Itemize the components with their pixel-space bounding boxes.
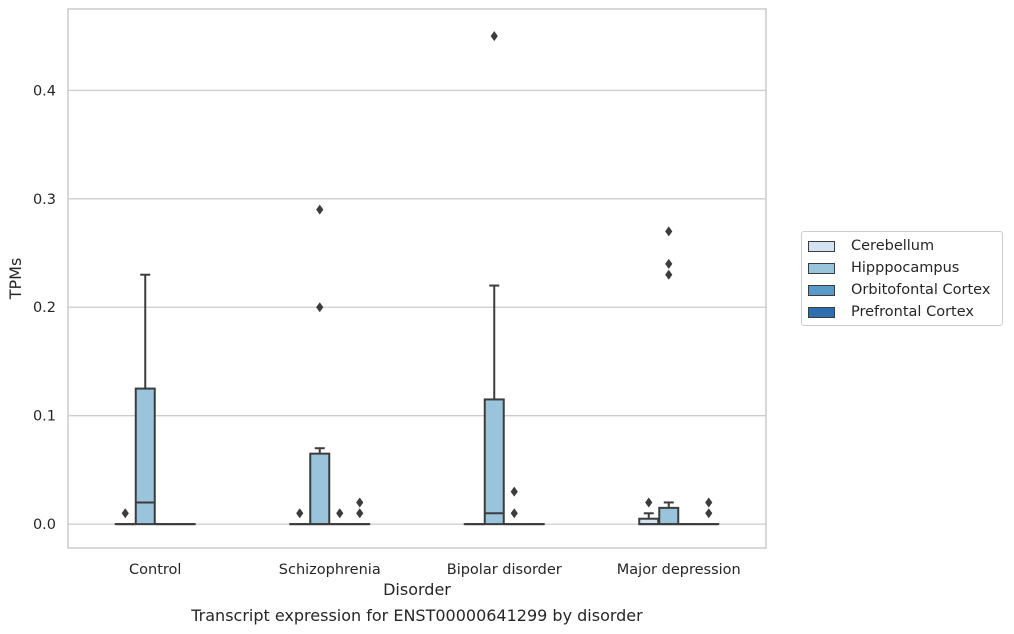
outlier-point xyxy=(121,508,129,519)
box-cerebellum-schizophrenia xyxy=(289,508,311,526)
y-tick-label: 0.0 xyxy=(33,517,56,533)
x-tick-label-bipolar-disorder: Bipolar disorder xyxy=(447,562,562,578)
x-tick-label-major-depression: Major depression xyxy=(617,562,741,578)
legend-label-prefrontal-cortex: Prefrontal Cortex xyxy=(851,304,974,320)
plot-frame xyxy=(67,8,767,549)
outlier-point xyxy=(316,204,324,215)
box-orbitofontal-cortex-bipolar-disorder xyxy=(503,486,525,526)
y-tick-label: 0.3 xyxy=(33,192,56,208)
outlier-point xyxy=(510,508,518,519)
box-hipppocampus-bipolar-disorder xyxy=(483,31,505,526)
outlier-point xyxy=(665,258,673,269)
legend-label-cerebellum: Cerebellum xyxy=(851,238,935,254)
legend-swatch-prefrontal-cortex xyxy=(808,306,835,318)
outlier-point xyxy=(510,486,518,497)
box-prefrontal-cortex-schizophrenia xyxy=(349,497,371,526)
y-axis-label: TPMs xyxy=(6,258,25,301)
y-tick-label: 0.2 xyxy=(33,300,56,316)
y-tick-label: 0.4 xyxy=(33,83,56,99)
x-axis-label: Disorder xyxy=(383,580,451,599)
box-iqr xyxy=(483,398,505,526)
outlier-point xyxy=(665,269,673,280)
box-cerebellum-major-depression xyxy=(638,497,660,526)
outlier-point xyxy=(356,497,364,508)
box-prefrontal-cortex-major-depression xyxy=(698,497,720,526)
legend-item-orbitofrontal-cortex: Orbitofontal Cortex xyxy=(808,281,990,299)
legend-swatch-cerebellum xyxy=(808,240,835,252)
box-cerebellum-control xyxy=(114,508,136,526)
legend-label-hippocampus: Hipppocampus xyxy=(851,260,960,276)
x-tick-label-control: Control xyxy=(129,562,181,578)
box-orbitofontal-cortex-schizophrenia xyxy=(329,508,351,526)
outlier-point xyxy=(705,508,713,519)
legend-item-prefrontal-cortex: Prefrontal Cortex xyxy=(808,303,974,321)
outlier-point xyxy=(316,302,324,313)
outlier-point xyxy=(336,508,344,519)
grid-lines xyxy=(68,89,766,525)
outlier-point xyxy=(645,497,653,508)
outlier-point xyxy=(665,226,673,237)
box-hipppocampus-schizophrenia xyxy=(309,204,331,526)
box-hipppocampus-major-depression xyxy=(658,226,680,526)
box-iqr xyxy=(134,387,156,526)
legend-item-cerebellum: Cerebellum xyxy=(808,237,934,255)
box-hipppocampus-control xyxy=(134,273,156,526)
outlier-point xyxy=(490,31,498,42)
legend-swatch-orbitofrontal-cortex xyxy=(808,284,835,296)
figure-caption: Transcript expression for ENST0000064129… xyxy=(191,606,643,625)
outlier-point xyxy=(356,508,364,519)
legend: Cerebellum Hipppocampus Orbitofontal Cor… xyxy=(801,231,1003,326)
outlier-point xyxy=(296,508,304,519)
legend-swatch-hippocampus xyxy=(808,262,835,274)
legend-label-orbitofrontal-cortex: Orbitofontal Cortex xyxy=(851,282,991,298)
box-plot-marks xyxy=(114,31,720,526)
x-tick-label-schizophrenia: Schizophrenia xyxy=(279,562,381,578)
outlier-point xyxy=(705,497,713,508)
box-iqr xyxy=(309,452,331,526)
legend-item-hippocampus: Hipppocampus xyxy=(808,259,959,277)
axis-ticks: 0.0 0.1 0.2 0.3 0.4 Control Schizophrenia Bipol… xyxy=(33,83,741,578)
y-tick-label: 0.1 xyxy=(33,409,56,425)
box-iqr xyxy=(658,506,680,526)
